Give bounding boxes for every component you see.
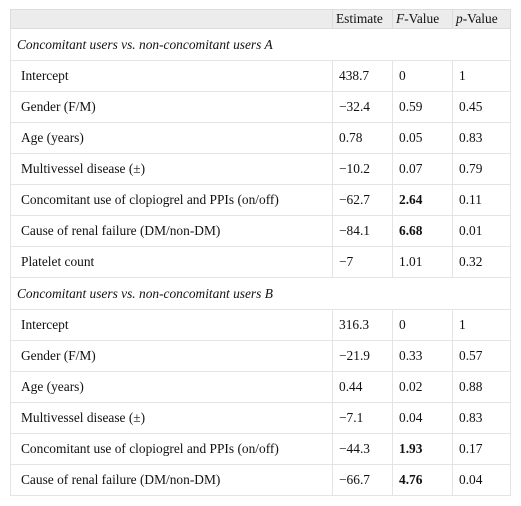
estimate-cell: −32.4	[332, 91, 393, 123]
estimate-cell: −21.9	[332, 340, 393, 372]
row-label: Concomitant use of clopiogrel and PPIs (…	[10, 184, 333, 216]
estimate-cell: −66.7	[332, 464, 393, 496]
estimate-cell: −10.2	[332, 153, 393, 185]
table-row: Multivessel disease (±) −10.2 0.07 0.79	[10, 153, 511, 185]
table-row: Gender (F/M) −21.9 0.33 0.57	[10, 340, 511, 372]
estimate-cell: 316.3	[332, 309, 393, 341]
f-value-cell: 0.07	[392, 153, 453, 185]
table-row: Platelet count −7 1.01 0.32	[10, 246, 511, 278]
p-value-cell: 0.45	[452, 91, 511, 123]
header-f-suffix: -Value	[404, 11, 440, 26]
section-header-row: Concomitant users vs. non-concomitant us…	[10, 28, 511, 61]
estimate-cell: −7.1	[332, 402, 393, 434]
estimate-cell: 438.7	[332, 60, 393, 92]
header-estimate: Estimate	[332, 9, 393, 29]
table-row: Gender (F/M) −32.4 0.59 0.45	[10, 91, 511, 123]
row-label: Cause of renal failure (DM/non-DM)	[10, 464, 333, 496]
p-value-cell: 0.11	[452, 184, 511, 216]
estimate-cell: −84.1	[332, 215, 393, 247]
table-header-row: Estimate F-Value p-Value	[10, 9, 511, 29]
estimate-cell: −44.3	[332, 433, 393, 465]
table-row: Intercept 316.3 0 1	[10, 309, 511, 341]
row-label: Cause of renal failure (DM/non-DM)	[10, 215, 333, 247]
p-value-cell: 0.88	[452, 371, 511, 403]
estimate-cell: −7	[332, 246, 393, 278]
p-value-cell: 0.04	[452, 464, 511, 496]
estimate-cell: −62.7	[332, 184, 393, 216]
f-value-cell: 2.64	[392, 184, 453, 216]
table-row: Cause of renal failure (DM/non-DM) −84.1 6…	[10, 215, 511, 247]
row-label: Age (years)	[10, 122, 333, 154]
f-value-cell: 0.33	[392, 340, 453, 372]
section-title: Concomitant users vs. non-concomitant us…	[10, 277, 511, 310]
section-header-row: Concomitant users vs. non-concomitant us…	[10, 277, 511, 310]
p-value-cell: 0.32	[452, 246, 511, 278]
row-label: Gender (F/M)	[10, 91, 333, 123]
f-value-cell: 4.76	[392, 464, 453, 496]
f-value-cell: 0.04	[392, 402, 453, 434]
table-row: Age (years) 0.78 0.05 0.83	[10, 122, 511, 154]
p-value-cell: 0.17	[452, 433, 511, 465]
row-label: Multivessel disease (±)	[10, 402, 333, 434]
header-p-suffix: -Value	[462, 11, 498, 26]
table-row: Intercept 438.7 0 1	[10, 60, 511, 92]
f-value-cell: 6.68	[392, 215, 453, 247]
table-row: Concomitant use of clopiogrel and PPIs (…	[10, 433, 511, 465]
header-p-letter: p	[456, 11, 463, 26]
p-value-cell: 0.83	[452, 402, 511, 434]
f-value-cell: 0	[392, 60, 453, 92]
table-row: Concomitant use of clopiogrel and PPIs (…	[10, 184, 511, 216]
row-label: Multivessel disease (±)	[10, 153, 333, 185]
table-row: Multivessel disease (±) −7.1 0.04 0.83	[10, 402, 511, 434]
regression-table-container: Estimate F-Value p-Value Concomitant use…	[10, 9, 511, 496]
f-value-cell: 1.01	[392, 246, 453, 278]
row-label: Concomitant use of clopiogrel and PPIs (…	[10, 433, 333, 465]
section-title: Concomitant users vs. non-concomitant us…	[10, 28, 511, 61]
table-row: Cause of renal failure (DM/non-DM) −66.7 4…	[10, 464, 511, 496]
p-value-cell: 0.57	[452, 340, 511, 372]
f-value-cell: 0	[392, 309, 453, 341]
header-f-letter: F	[396, 11, 405, 26]
row-label: Age (years)	[10, 371, 333, 403]
regression-table: Estimate F-Value p-Value Concomitant use…	[10, 9, 511, 496]
p-value-cell: 0.83	[452, 122, 511, 154]
header-f-value: F-Value	[392, 9, 453, 29]
table-body: Concomitant users vs. non-concomitant us…	[10, 28, 511, 496]
p-value-cell: 1	[452, 309, 511, 341]
f-value-cell: 0.02	[392, 371, 453, 403]
p-value-cell: 0.01	[452, 215, 511, 247]
table-row: Age (years) 0.44 0.02 0.88	[10, 371, 511, 403]
row-label: Intercept	[10, 60, 333, 92]
f-value-cell: 0.05	[392, 122, 453, 154]
header-p-value: p-Value	[452, 9, 511, 29]
f-value-cell: 0.59	[392, 91, 453, 123]
row-label: Platelet count	[10, 246, 333, 278]
p-value-cell: 1	[452, 60, 511, 92]
header-blank-cell	[10, 9, 333, 29]
f-value-cell: 1.93	[392, 433, 453, 465]
estimate-cell: 0.44	[332, 371, 393, 403]
p-value-cell: 0.79	[452, 153, 511, 185]
row-label: Intercept	[10, 309, 333, 341]
row-label: Gender (F/M)	[10, 340, 333, 372]
estimate-cell: 0.78	[332, 122, 393, 154]
